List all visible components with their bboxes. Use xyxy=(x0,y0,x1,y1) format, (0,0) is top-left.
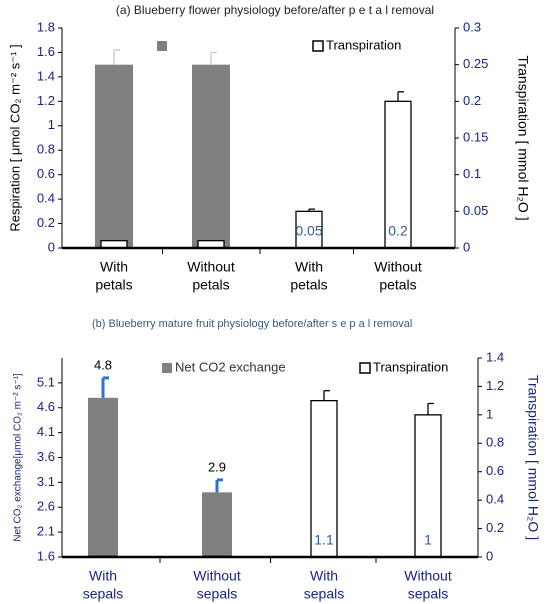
x-tick-label: sepals xyxy=(197,586,237,602)
y2-tick-label: 0.4 xyxy=(486,492,504,507)
value-label: 0.05 xyxy=(295,223,322,239)
y2-tick-label: 0.2 xyxy=(463,93,481,108)
legend-label: Transpiration xyxy=(326,37,401,52)
y2-tick-label: 1.4 xyxy=(486,349,504,364)
y-tick-label: 2.1 xyxy=(37,524,55,539)
y-axis-label: Respiration [ μmol CO₂ m⁻² s⁻¹ ] xyxy=(7,44,22,231)
bar xyxy=(192,64,230,249)
legend-swatch xyxy=(162,363,172,373)
y-tick-label: 1.4 xyxy=(37,68,55,83)
y2-tick-label: 0.3 xyxy=(463,19,481,34)
x-tick-label: sepals xyxy=(83,586,123,602)
y2-tick-label: 0.25 xyxy=(463,56,488,71)
x-tick-label: sepals xyxy=(408,586,448,602)
bar xyxy=(88,397,118,557)
y-tick-label: 1.8 xyxy=(37,19,55,34)
y-tick-label: 4.1 xyxy=(37,424,55,439)
bar xyxy=(95,64,133,249)
y2-axis-label: Transpiration [ mmol H₂O ] xyxy=(525,375,541,540)
y-tick-label: 1 xyxy=(48,117,55,132)
value-label: 2.9 xyxy=(208,459,226,474)
y-tick-label: 0.4 xyxy=(37,191,55,206)
bar xyxy=(384,100,412,249)
chart-title: (a) Blueberry flower physiology before/a… xyxy=(116,3,434,17)
y-tick-label: 1.6 xyxy=(37,548,55,563)
legend-label: Respiration xyxy=(170,37,236,52)
chart-title: (b) Blueberry mature fruit physiology be… xyxy=(92,318,412,330)
y2-tick-label: 0.6 xyxy=(486,463,504,478)
y-tick-label: 0 xyxy=(48,239,55,254)
x-tick-label: Without xyxy=(374,259,422,275)
y2-tick-label: 1 xyxy=(486,406,493,421)
bar xyxy=(310,399,338,558)
y2-tick-label: 0 xyxy=(463,239,470,254)
x-tick-label: With xyxy=(310,568,338,584)
y2-tick-label: 0.8 xyxy=(486,435,504,450)
x-tick-label: petals xyxy=(192,277,229,293)
y-tick-label: 0.2 xyxy=(37,215,55,230)
x-tick-label: With xyxy=(89,568,117,584)
value-label: 1 xyxy=(424,532,432,548)
y-tick-label: 2.6 xyxy=(37,499,55,514)
y-tick-label: 0.8 xyxy=(37,142,55,157)
x-tick-label: Without xyxy=(187,259,235,275)
y2-tick-label: 0.15 xyxy=(463,129,488,144)
y2-tick-label: 0.1 xyxy=(463,166,481,181)
legend-label: Transpiration xyxy=(373,359,448,374)
x-tick-label: petals xyxy=(290,277,327,293)
x-tick-label: With xyxy=(100,259,128,275)
y-tick-label: 1.2 xyxy=(37,93,55,108)
y2-tick-label: 0.05 xyxy=(463,203,488,218)
y2-tick-label: 0.2 xyxy=(486,520,504,535)
value-label: 4.8 xyxy=(94,357,112,372)
value-label: 1.1 xyxy=(314,532,334,548)
y-tick-label: 0.6 xyxy=(37,166,55,181)
y2-tick-label: 1.2 xyxy=(486,378,504,393)
y2-tick-label: 0 xyxy=(486,548,493,563)
x-tick-label: petals xyxy=(379,277,416,293)
y-axis-label: Net CO₂ exchange[μmol CO₂ m⁻² s⁻¹] xyxy=(13,373,24,542)
x-tick-label: sepals xyxy=(304,586,344,602)
legend-swatch xyxy=(312,40,324,52)
value-label: 0.2 xyxy=(388,223,408,239)
y-tick-label: 5.1 xyxy=(37,374,55,389)
y-tick-label: 4.6 xyxy=(37,399,55,414)
bar xyxy=(414,414,442,558)
y2-axis-label: Transpiration [ mmol H₂O ] xyxy=(515,55,531,220)
legend-swatch xyxy=(157,41,167,51)
y-tick-label: 1.6 xyxy=(37,44,55,59)
x-tick-label: With xyxy=(295,259,323,275)
x-tick-label: petals xyxy=(95,277,132,293)
bar xyxy=(202,492,232,557)
legend-label: Net CO2 exchange xyxy=(175,359,286,374)
legend-swatch xyxy=(359,362,371,374)
x-tick-label: Without xyxy=(404,568,452,584)
y-tick-label: 3.1 xyxy=(37,474,55,489)
y-tick-label: 3.6 xyxy=(37,449,55,464)
x-tick-label: Without xyxy=(193,568,241,584)
